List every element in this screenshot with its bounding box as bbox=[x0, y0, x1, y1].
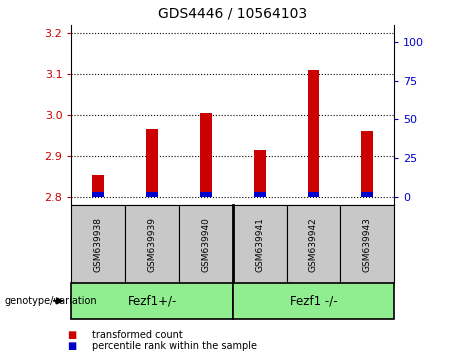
Bar bbox=[361, 192, 373, 197]
Bar bbox=[361, 131, 373, 197]
Text: GSM639939: GSM639939 bbox=[148, 217, 157, 272]
Text: GSM639943: GSM639943 bbox=[363, 217, 372, 272]
Bar bbox=[254, 150, 266, 197]
Bar bbox=[254, 192, 266, 197]
Bar bbox=[71, 283, 233, 319]
Bar bbox=[146, 130, 158, 197]
Text: transformed count: transformed count bbox=[92, 330, 183, 339]
Bar bbox=[200, 192, 212, 197]
Bar bbox=[307, 70, 319, 197]
Text: GSM639941: GSM639941 bbox=[255, 217, 264, 272]
Title: GDS4446 / 10564103: GDS4446 / 10564103 bbox=[158, 7, 307, 21]
Bar bbox=[287, 205, 340, 283]
Bar bbox=[233, 283, 394, 319]
Bar bbox=[200, 113, 212, 197]
Bar bbox=[340, 205, 394, 283]
Bar bbox=[307, 192, 319, 197]
Bar bbox=[233, 205, 287, 283]
Text: ■: ■ bbox=[67, 330, 76, 339]
Text: GSM639938: GSM639938 bbox=[94, 217, 103, 272]
Bar bbox=[125, 205, 179, 283]
Text: Fezf1 -/-: Fezf1 -/- bbox=[290, 295, 337, 307]
Text: ■: ■ bbox=[67, 341, 76, 351]
Bar bbox=[179, 205, 233, 283]
Text: GSM639940: GSM639940 bbox=[201, 217, 210, 272]
Text: percentile rank within the sample: percentile rank within the sample bbox=[92, 341, 257, 351]
Bar bbox=[92, 175, 104, 197]
Bar bbox=[146, 192, 158, 197]
Bar bbox=[71, 205, 125, 283]
Bar bbox=[92, 192, 104, 197]
Text: GSM639942: GSM639942 bbox=[309, 217, 318, 272]
Text: genotype/variation: genotype/variation bbox=[5, 296, 97, 306]
Text: Fezf1+/-: Fezf1+/- bbox=[127, 295, 177, 307]
